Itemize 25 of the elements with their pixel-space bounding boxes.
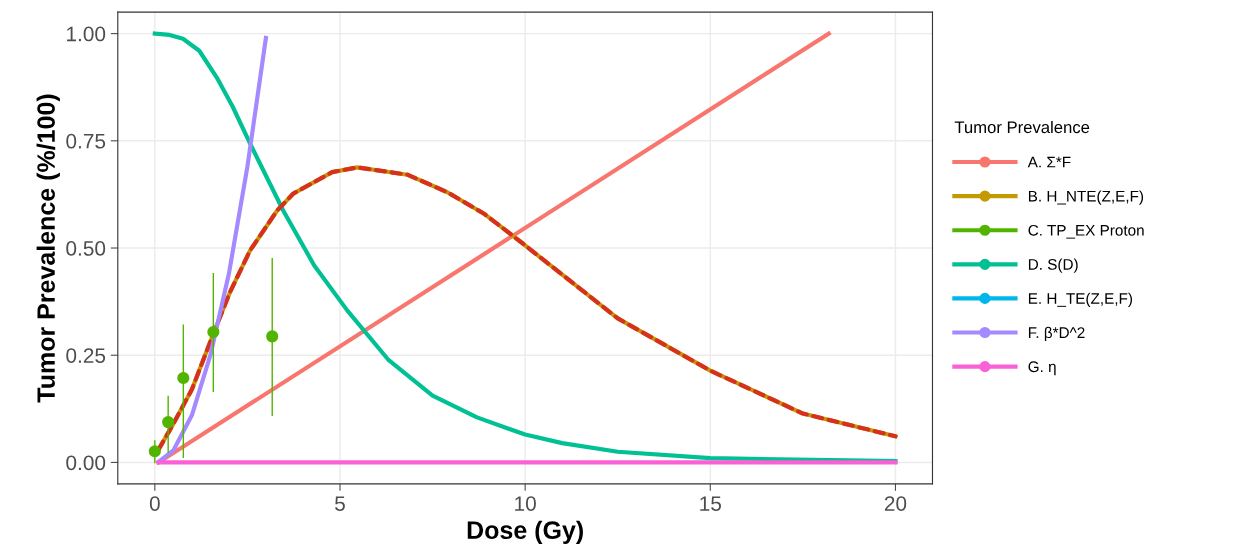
x-axis-title: Dose (Gy) (467, 520, 583, 544)
legend-label: D. S(D) (1028, 258, 1078, 273)
y-tick-label: 0.00 (66, 455, 106, 471)
legend-label: G. η (1028, 361, 1056, 376)
point (148, 445, 161, 458)
y-tick-label: 1.00 (67, 26, 106, 42)
legend-label: F. β*D^2 (1028, 326, 1085, 342)
y-tick-label: 0.50 (66, 241, 106, 256)
legend-title: Tumor Prevalence (954, 120, 1090, 134)
x-tick-label: 0 (149, 496, 160, 511)
point (162, 416, 175, 429)
point (207, 325, 220, 339)
x-tick-label: 10 (515, 496, 536, 511)
x-tick-label: 15 (700, 496, 722, 511)
legend-label: B. H_NTE(Z,E,F) (1028, 190, 1144, 205)
legend-label: C. TP_EX Proton (1028, 224, 1144, 239)
legend-label: E. H_TE(Z,E,F) (1028, 292, 1133, 307)
y-axis-title: Tumor Prevalence (%/100) (36, 94, 60, 403)
x-tick-label: 5 (335, 496, 345, 511)
y-tick-label: 0.25 (66, 348, 106, 363)
x-tick-label: 20 (884, 496, 907, 511)
y-tick-label: 0.75 (66, 133, 106, 149)
point (266, 330, 279, 343)
point (177, 371, 190, 385)
legend-label: A. Σ*F (1027, 156, 1071, 168)
